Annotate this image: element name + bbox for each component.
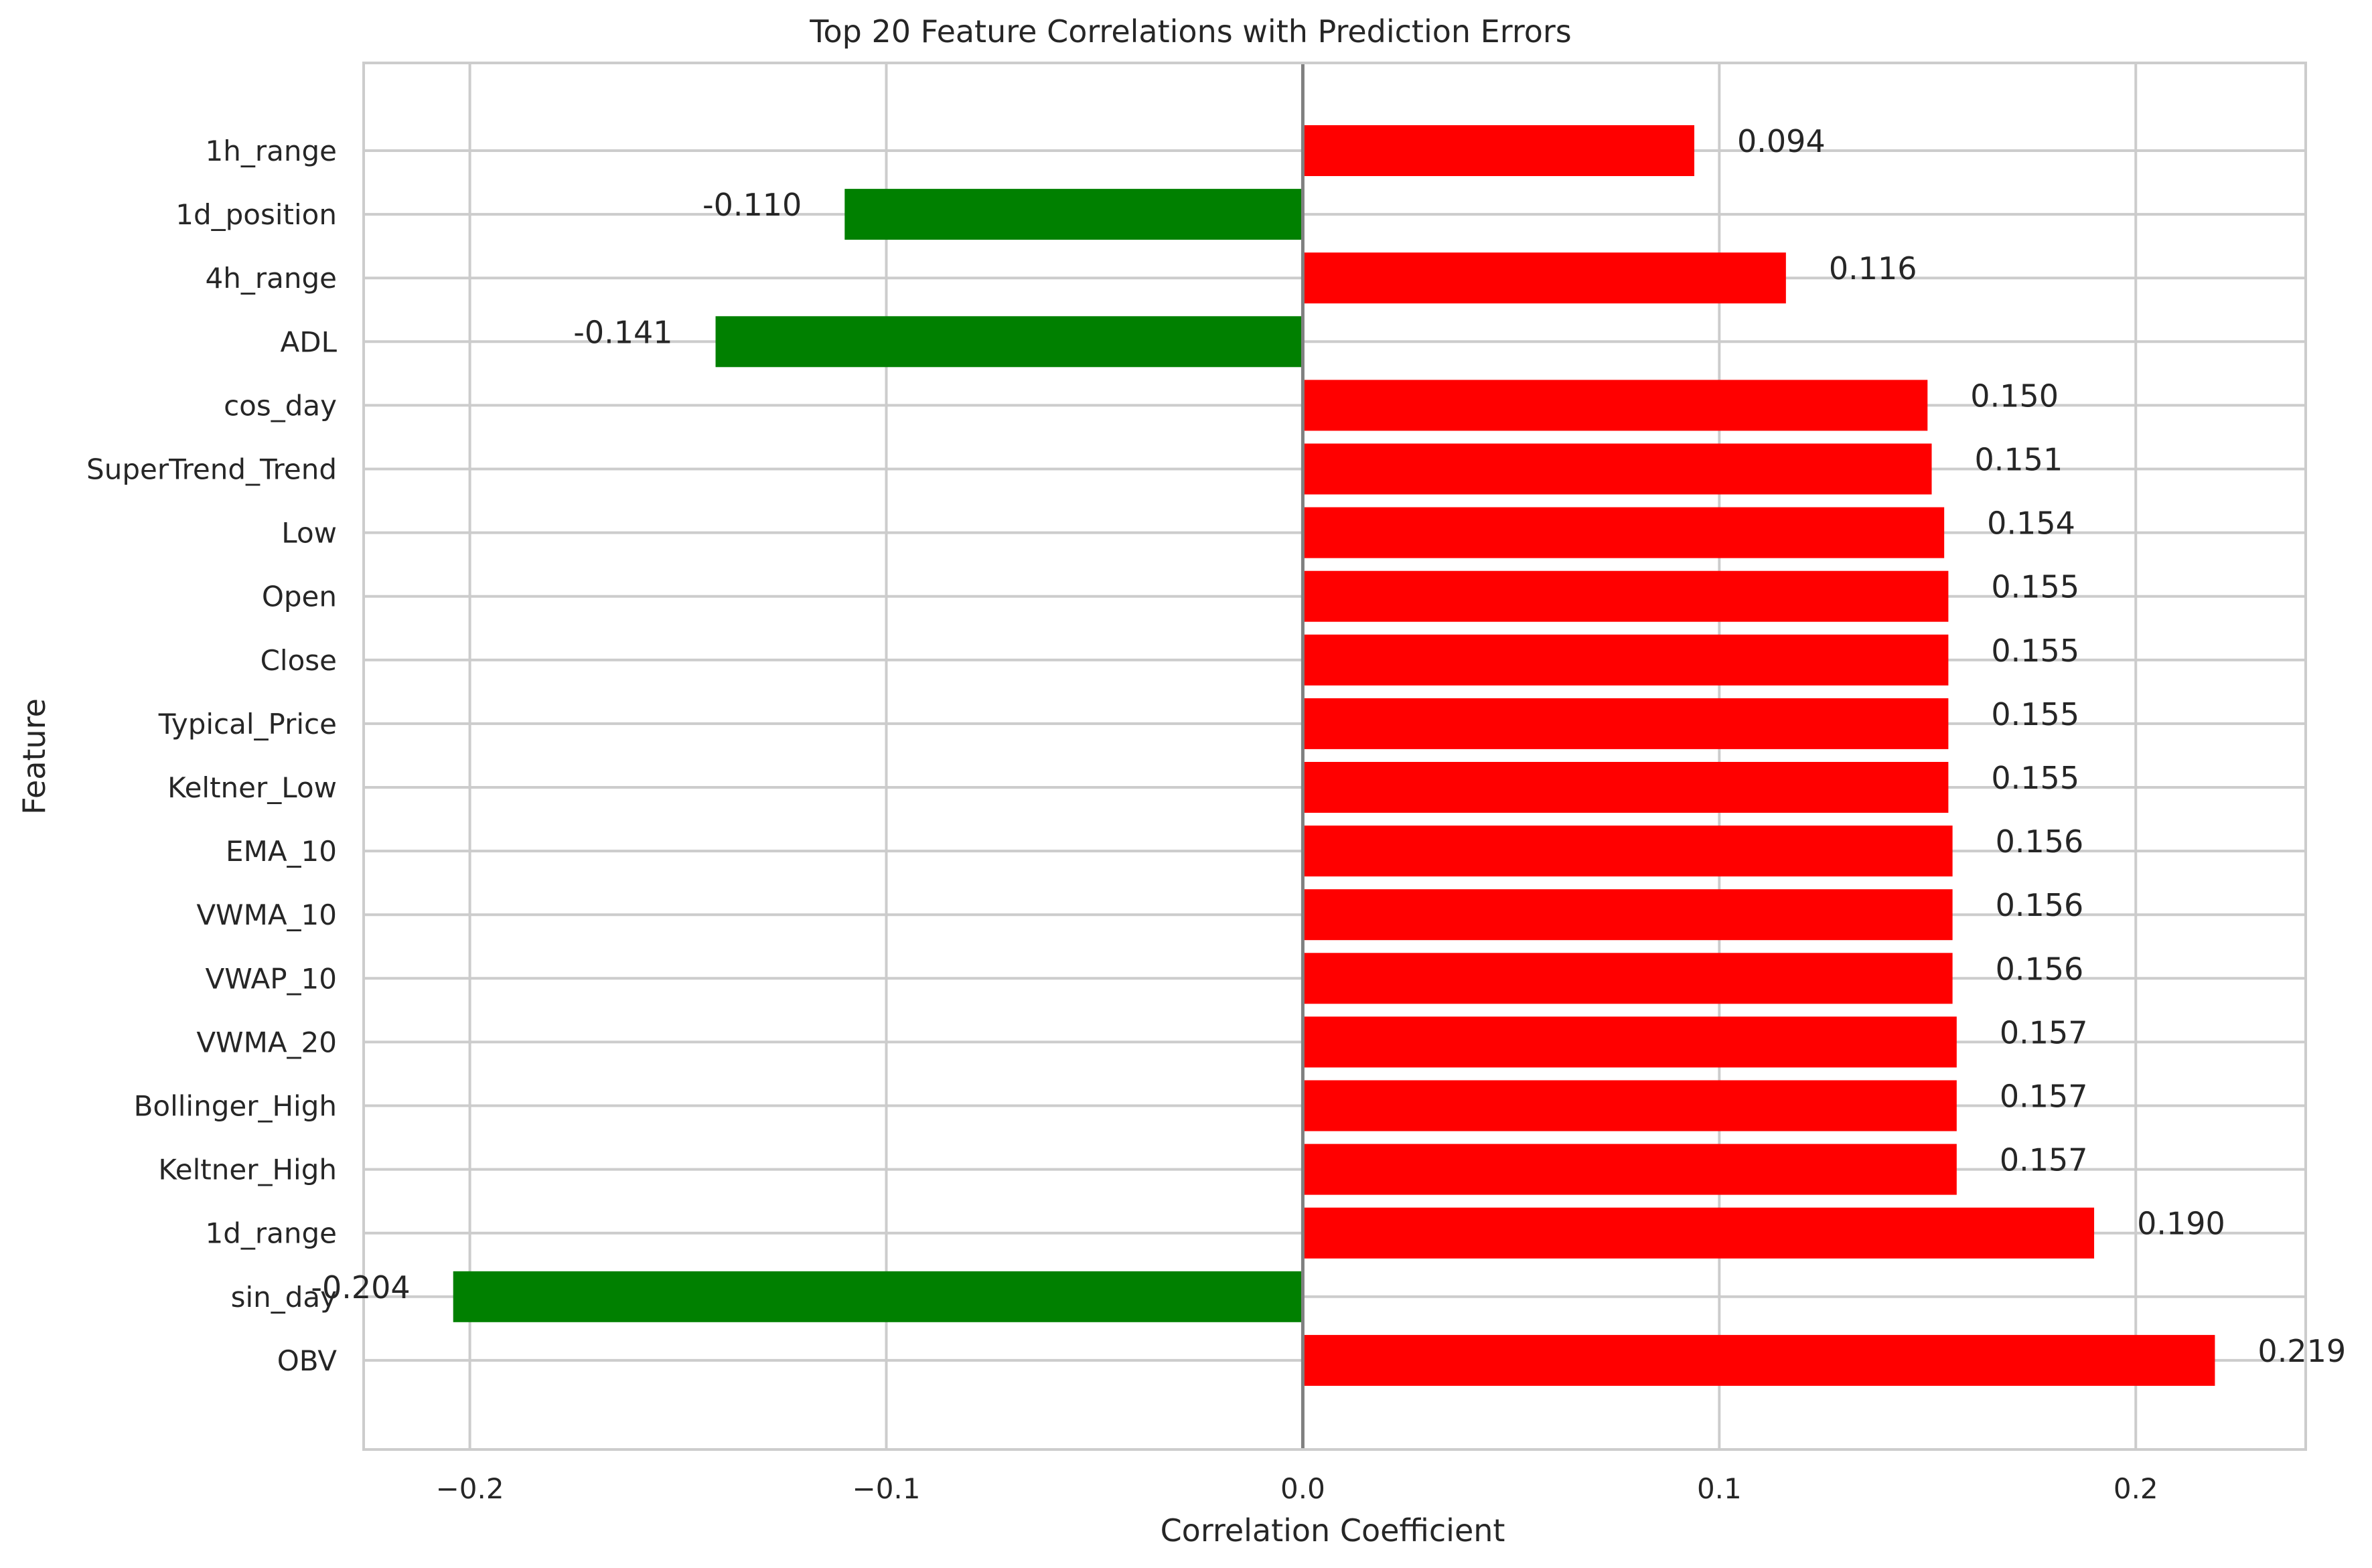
bar-4h_range <box>1303 252 1786 304</box>
bar-VWMA_20 <box>1303 1016 1957 1068</box>
y-tick-label: VWAP_10 <box>206 962 337 995</box>
x-tick-label: 0.2 <box>2114 1472 2158 1505</box>
x-tick-label: −0.2 <box>436 1472 504 1505</box>
value-label: 0.155 <box>1991 696 2079 732</box>
bar-VWMA_10 <box>1303 889 1953 941</box>
y-tick-label: 1d_range <box>205 1217 337 1250</box>
value-label: 0.151 <box>1975 442 2063 478</box>
value-label: 0.156 <box>1996 824 2084 860</box>
y-tick-label: Typical_Price <box>158 708 337 740</box>
y-tick-label: 1d_position <box>175 198 337 231</box>
bar-SuperTrend_Trend <box>1303 443 1932 495</box>
y-tick-label: Low <box>281 517 337 550</box>
bar-cos_day <box>1303 380 1928 431</box>
y-tick-label: 4h_range <box>206 262 337 295</box>
y-tick-label: ADL <box>281 325 338 358</box>
chart-title: Top 20 Feature Correlations with Predict… <box>809 13 1572 50</box>
y-tick-label: VWMA_10 <box>196 898 337 931</box>
bar-1d_range <box>1303 1207 2095 1259</box>
y-tick-label: cos_day <box>224 389 337 422</box>
y-tick-label: Bollinger_High <box>134 1090 337 1123</box>
bar-ADL <box>715 316 1303 368</box>
value-label: 0.116 <box>1829 250 1917 287</box>
bar-1h_range <box>1303 125 1695 176</box>
value-label: -0.141 <box>573 314 672 350</box>
bar-Typical_Price <box>1303 698 1949 749</box>
y-axis-label: Feature <box>16 698 52 815</box>
y-tick-label: sin_day <box>231 1281 337 1314</box>
y-tick-label: EMA_10 <box>226 835 337 868</box>
x-tick-label: 0.0 <box>1280 1472 1325 1505</box>
y-tick-label: 1h_range <box>206 135 337 167</box>
value-label: 0.155 <box>1991 569 2079 605</box>
bar-Low <box>1303 507 1945 558</box>
value-label: 0.094 <box>1737 123 1826 159</box>
bar-Open <box>1303 570 1949 622</box>
y-tick-label: Keltner_High <box>158 1154 337 1186</box>
y-tick-label: SuperTrend_Trend <box>86 453 337 486</box>
value-label: 0.155 <box>1991 760 2079 796</box>
bar-Keltner_High <box>1303 1144 1957 1195</box>
bar-layer <box>453 125 2215 1386</box>
y-tick-label: Open <box>262 580 337 613</box>
x-tick-label: −0.1 <box>853 1472 921 1505</box>
y-tick-label: OBV <box>277 1344 338 1377</box>
value-label: 0.155 <box>1991 633 2079 669</box>
label-layer: −0.2 −0.1 0.0 0.1 0.2 1h_range 0.094 1d_positio… <box>86 123 2346 1505</box>
value-label: -0.204 <box>311 1269 410 1306</box>
value-label: 0.157 <box>2000 1014 2088 1050</box>
bar-1d_position <box>844 189 1303 240</box>
x-axis-label: Correlation Coefficient <box>1161 1512 1505 1549</box>
value-label: 0.156 <box>1996 951 2084 987</box>
bar-Bollinger_High <box>1303 1080 1957 1131</box>
y-tick-label: Keltner_Low <box>167 771 337 804</box>
y-tick-label: VWMA_20 <box>196 1026 337 1059</box>
value-label: 0.157 <box>2000 1142 2088 1178</box>
value-label: 0.190 <box>2137 1206 2225 1242</box>
value-label: 0.156 <box>1996 887 2084 923</box>
frame-layer <box>362 62 2307 1451</box>
value-label: -0.110 <box>702 187 802 223</box>
value-label: 0.154 <box>1987 505 2075 542</box>
bar-OBV <box>1303 1334 2215 1386</box>
x-tick-label: 0.1 <box>1697 1472 1742 1505</box>
plot-frame <box>362 62 2307 1451</box>
bar-Keltner_Low <box>1303 762 1949 813</box>
value-label: 0.150 <box>1970 378 2059 414</box>
bar-Close <box>1303 634 1949 686</box>
y-tick-label: Close <box>261 644 337 677</box>
value-label: 0.219 <box>2257 1333 2346 1369</box>
bar-VWAP_10 <box>1303 953 1953 1004</box>
bar-sin_day <box>453 1271 1303 1322</box>
bar-EMA_10 <box>1303 826 1953 877</box>
value-label: 0.157 <box>2000 1079 2088 1115</box>
